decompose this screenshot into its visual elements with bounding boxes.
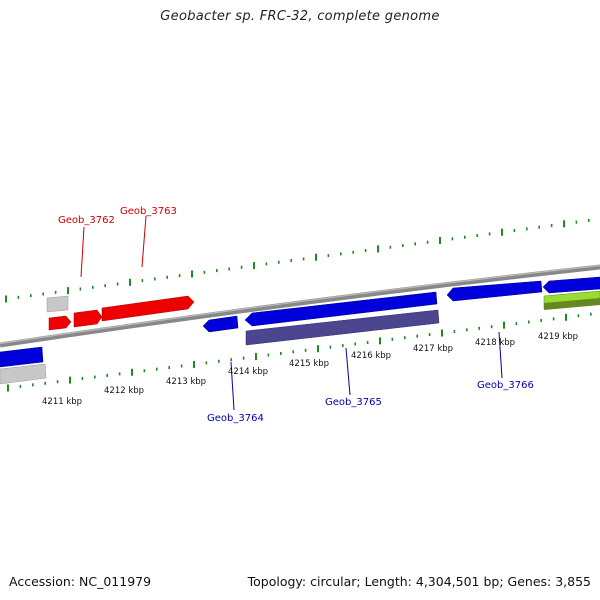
kbp-label: 4214 kbp: [228, 367, 268, 377]
gene-geob-3762[interactable]: [73, 309, 103, 328]
leader-line-geob-3766: [498, 331, 503, 379]
kbp-label: 4215 kbp: [289, 359, 329, 369]
accession-text: Accession: NC_011979: [9, 574, 152, 589]
upper-scale-ticks: [5, 219, 590, 303]
leader-line-geob-3762: [80, 226, 85, 278]
kbp-label: 4218 kbp: [475, 338, 515, 348]
gene-geob-3764[interactable]: [202, 315, 239, 333]
gene-label-geob-3764[interactable]: Geob_3764: [207, 413, 264, 424]
leader-line-geob-3765: [345, 347, 351, 396]
genome-backbone: [0, 264, 600, 348]
map-title: Geobacter sp. FRC-32, complete genome: [160, 9, 440, 24]
gene-forward-green-shadow: [544, 298, 600, 310]
genome-backbone-highlight: [0, 264, 600, 345]
gene-reverse-left[interactable]: [0, 346, 44, 368]
gene-pseudo-reverse[interactable]: [0, 363, 47, 385]
gene-label-geob-3763[interactable]: Geob_3763: [120, 206, 177, 217]
gene-geob-3766[interactable]: [446, 280, 543, 302]
leader-line-geob-3764: [230, 361, 235, 411]
kbp-label: 4216 kbp: [351, 351, 391, 361]
gene-geob-3765[interactable]: [244, 291, 438, 327]
gene-label-geob-3766[interactable]: Geob_3766: [477, 380, 534, 391]
kbp-label: 4219 kbp: [538, 332, 578, 342]
gene-pseudo-forward[interactable]: [46, 295, 69, 313]
gene-label-geob-3762[interactable]: Geob_3762: [58, 215, 115, 226]
gene-forward-small[interactable]: [48, 315, 72, 331]
genome-summary-text: Topology: circular; Length: 4,304,501 bp…: [247, 574, 591, 589]
gene-reverse-right[interactable]: [542, 276, 600, 294]
gene-rrna-3765[interactable]: [245, 309, 440, 346]
gene-label-geob-3765[interactable]: Geob_3765: [325, 397, 382, 408]
gene-geob-3763[interactable]: [101, 295, 195, 322]
leader-line-geob-3763: [141, 215, 147, 268]
kbp-label: 4211 kbp: [42, 397, 82, 407]
lower-scale-ticks: [7, 312, 592, 392]
kbp-label: 4213 kbp: [166, 377, 206, 387]
kbp-label: 4212 kbp: [104, 386, 144, 396]
kbp-label: 4217 kbp: [413, 344, 453, 354]
